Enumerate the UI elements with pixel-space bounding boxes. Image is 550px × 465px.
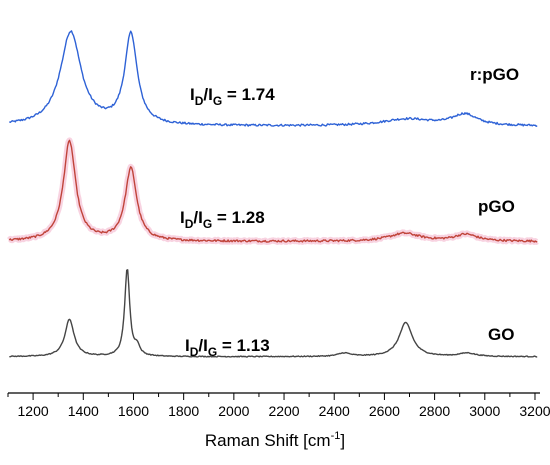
ratio-label-part: I bbox=[180, 208, 185, 227]
x-axis-title-superscript: -1 bbox=[331, 430, 341, 442]
intensity-ratio-label: ID/IG = 1.13 bbox=[185, 336, 270, 359]
spectra-series-layer bbox=[8, 30, 538, 358]
ratio-label-part: = 1.13 bbox=[217, 336, 269, 355]
x-axis-title-main: Raman Shift [cm bbox=[205, 431, 331, 450]
x-tick-label: 1400 bbox=[68, 403, 99, 419]
ratio-label-part: = 1.28 bbox=[212, 208, 264, 227]
ratio-label-part: /I bbox=[193, 208, 202, 227]
ratio-label-part: = 1.74 bbox=[222, 85, 275, 104]
ratio-label-subscript: D bbox=[190, 345, 199, 359]
x-tick-label: 3000 bbox=[469, 403, 500, 419]
series-name-label: r:pGO bbox=[470, 65, 519, 84]
ratio-label-subscript: G bbox=[208, 345, 217, 359]
series-name-label: pGO bbox=[478, 197, 515, 216]
ratio-label-subscript: D bbox=[185, 217, 194, 231]
x-tick-label: 2000 bbox=[218, 403, 249, 419]
ratio-label-part: I bbox=[190, 85, 195, 104]
x-tick-label: 3200 bbox=[519, 403, 550, 419]
x-tick-label: 1200 bbox=[18, 403, 49, 419]
series-highlight-band bbox=[6, 137, 540, 245]
x-tick-label: 2600 bbox=[369, 403, 400, 419]
ratio-label-part: /I bbox=[203, 85, 212, 104]
intensity-ratio-label: ID/IG = 1.74 bbox=[190, 85, 275, 108]
x-axis-title-close: ] bbox=[340, 431, 345, 450]
series-line-pgo bbox=[8, 139, 538, 243]
series-line-go bbox=[9, 269, 538, 358]
x-tick-label: 1800 bbox=[168, 403, 199, 419]
ratio-label-subscript: G bbox=[203, 217, 212, 231]
ratio-label-part: I bbox=[185, 336, 190, 355]
ratio-label-part: /I bbox=[198, 336, 207, 355]
intensity-ratio-label: ID/IG = 1.28 bbox=[180, 208, 265, 231]
x-axis-title: Raman Shift [cm-1] bbox=[205, 430, 345, 450]
x-tick-label: 2200 bbox=[268, 403, 299, 419]
series-name-label: GO bbox=[488, 325, 514, 344]
pgo-highlight-band-layer bbox=[6, 137, 540, 245]
x-tick-label: 1600 bbox=[118, 403, 149, 419]
ratio-label-subscript: D bbox=[195, 94, 204, 108]
series-line-rpgo bbox=[8, 30, 538, 128]
ratio-label-subscript: G bbox=[213, 94, 222, 108]
x-tick-label: 2400 bbox=[319, 403, 350, 419]
x-tick-label: 2800 bbox=[419, 403, 450, 419]
x-axis-ticks: 1200 1400 1600 1800 2000 2200 2400 2600 2800 3000… bbox=[7, 393, 550, 419]
